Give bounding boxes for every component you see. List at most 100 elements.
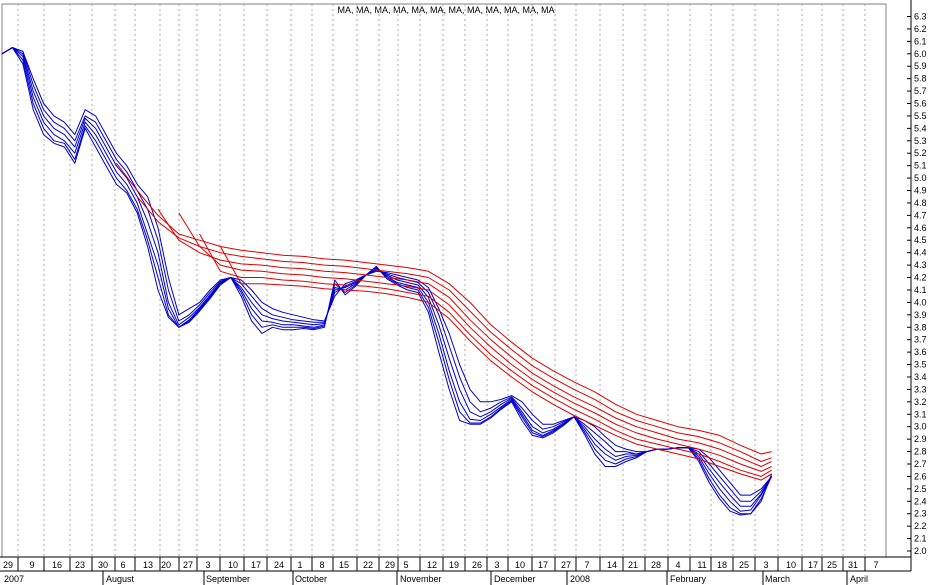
y-axis: 6.3 6.2 6.1 6.0 5.9 5.8 5.7 5.6 5.5 5.4 5.3 5.2 5.1 5…	[907, 0, 927, 571]
y-tick-label: 4.8	[914, 198, 927, 208]
x-month-label: April	[850, 574, 868, 584]
y-tick-label: 4.5	[914, 235, 927, 245]
x-tick-label: 29	[385, 560, 395, 570]
x-tick-label: 3	[494, 560, 499, 570]
y-tick-label: 4.0	[914, 297, 927, 307]
x-tick-label: 10	[786, 560, 796, 570]
series-line-long-ma	[136, 196, 772, 462]
y-tick-label: 2.0	[914, 546, 927, 556]
x-tick-label: 30	[98, 560, 108, 570]
x-tick-label: 7	[873, 560, 878, 570]
x-tick-label: 29	[3, 560, 13, 570]
x-tick-label: 25	[827, 560, 837, 570]
x-tick-label: 19	[449, 560, 459, 570]
x-tick-label: 13	[143, 560, 153, 570]
series-line-short-ma	[1, 47, 772, 496]
y-tick-label: 5.6	[914, 99, 927, 109]
series-line-long-ma	[157, 208, 772, 467]
series-line-long-ma	[178, 212, 772, 472]
x-month-label: October	[295, 574, 327, 584]
y-tick-label: 5.8	[914, 74, 927, 84]
y-tick-label: 6.2	[914, 24, 927, 34]
x-tick-label: 26	[472, 560, 482, 570]
x-tick-label: 31	[848, 560, 858, 570]
x-month-label: 2007	[4, 574, 24, 584]
chart-title: MA, MA, MA, MA, MA, MA, MA, MA, MA, MA, …	[337, 5, 554, 15]
y-tick-label: 5.3	[914, 136, 927, 146]
y-tick-label: 3.1	[914, 409, 927, 419]
x-tick-label: 16	[52, 560, 62, 570]
x-tick-label: 8	[319, 560, 324, 570]
y-tick-label: 4.2	[914, 273, 927, 283]
x-tick-label: 6	[120, 560, 125, 570]
x-tick-label: 24	[274, 560, 284, 570]
y-tick-label: 5.0	[914, 173, 927, 183]
y-tick-label: 4.1	[914, 285, 927, 295]
x-month-label: March	[765, 574, 790, 584]
y-tick-label: 2.8	[914, 447, 927, 457]
y-tick-label: 3.0	[914, 422, 927, 432]
series-line-long-ma	[219, 246, 772, 481]
y-tick-label: 5.5	[914, 111, 927, 121]
x-tick-label: 28	[651, 560, 661, 570]
x-month-label: 2008	[570, 574, 590, 584]
series-line-long-ma	[116, 162, 772, 455]
y-tick-label: 3.9	[914, 310, 927, 320]
x-axis: 29 9 16 23 30 6 13 20 27 3 10 17 24 1 8 15 22 29 5 12 19 26 3 1…	[0, 556, 911, 585]
y-tick-label: 2.9	[914, 434, 927, 444]
x-tick-label: 12	[427, 560, 437, 570]
y-tick-label: 5.2	[914, 148, 927, 158]
x-month-label: September	[206, 574, 250, 584]
x-tick-label: 22	[363, 560, 373, 570]
y-tick-label: 6.0	[914, 49, 927, 59]
y-tick-label: 5.9	[914, 61, 927, 71]
series-line-short-ma	[1, 47, 773, 516]
x-tick-label: 27	[561, 560, 571, 570]
x-tick-label: 9	[29, 560, 34, 570]
y-tick-label: 2.6	[914, 471, 927, 481]
y-tick-label: 3.4	[914, 372, 927, 382]
x-tick-label: 10	[515, 560, 525, 570]
x-tick-label: 1	[297, 560, 302, 570]
y-tick-label: 4.7	[914, 210, 927, 220]
y-tick-label: 2.7	[914, 459, 927, 469]
y-tick-label: 3.2	[914, 397, 927, 407]
x-tick-label: 20	[161, 560, 171, 570]
series-layer	[1, 47, 773, 516]
x-tick-label: 10	[228, 560, 238, 570]
y-tick-label: 2.1	[914, 534, 927, 544]
y-tick-label: 5.7	[914, 86, 927, 96]
x-tick-label: 17	[251, 560, 261, 570]
y-tick-label: 4.3	[914, 260, 927, 270]
x-tick-label: 4	[675, 560, 680, 570]
y-tick-label: 2.2	[914, 521, 927, 531]
x-tick-label: 27	[183, 560, 193, 570]
x-tick-label: 11	[697, 560, 706, 570]
x-tick-label: 7	[584, 560, 589, 570]
y-tick-label: 3.3	[914, 384, 927, 394]
x-tick-label: 21	[628, 560, 638, 570]
y-tick-label: 3.8	[914, 322, 927, 332]
y-tick-label: 6.1	[914, 36, 927, 46]
x-tick-label: 3	[205, 560, 210, 570]
y-tick-label: 3.7	[914, 335, 927, 345]
x-tick-label: 25	[739, 560, 749, 570]
x-month-label: November	[400, 574, 442, 584]
y-tick-label: 5.1	[914, 161, 927, 171]
grid-layer	[1, 3, 887, 558]
y-tick-label: 2.4	[914, 496, 927, 506]
x-tick-label: 3	[763, 560, 768, 570]
y-tick-label: 4.6	[914, 223, 927, 233]
y-tick-label: 3.5	[914, 360, 927, 370]
x-tick-label: 5	[403, 560, 408, 570]
y-tick-label: 5.4	[914, 123, 927, 133]
y-tick-label: 4.4	[914, 248, 927, 258]
x-tick-label: 17	[538, 560, 548, 570]
y-tick-label: 2.5	[914, 484, 927, 494]
x-tick-label: 17	[808, 560, 818, 570]
x-month-label: December	[494, 574, 536, 584]
x-month-label: August	[106, 574, 135, 584]
x-month-label: February	[670, 574, 707, 584]
